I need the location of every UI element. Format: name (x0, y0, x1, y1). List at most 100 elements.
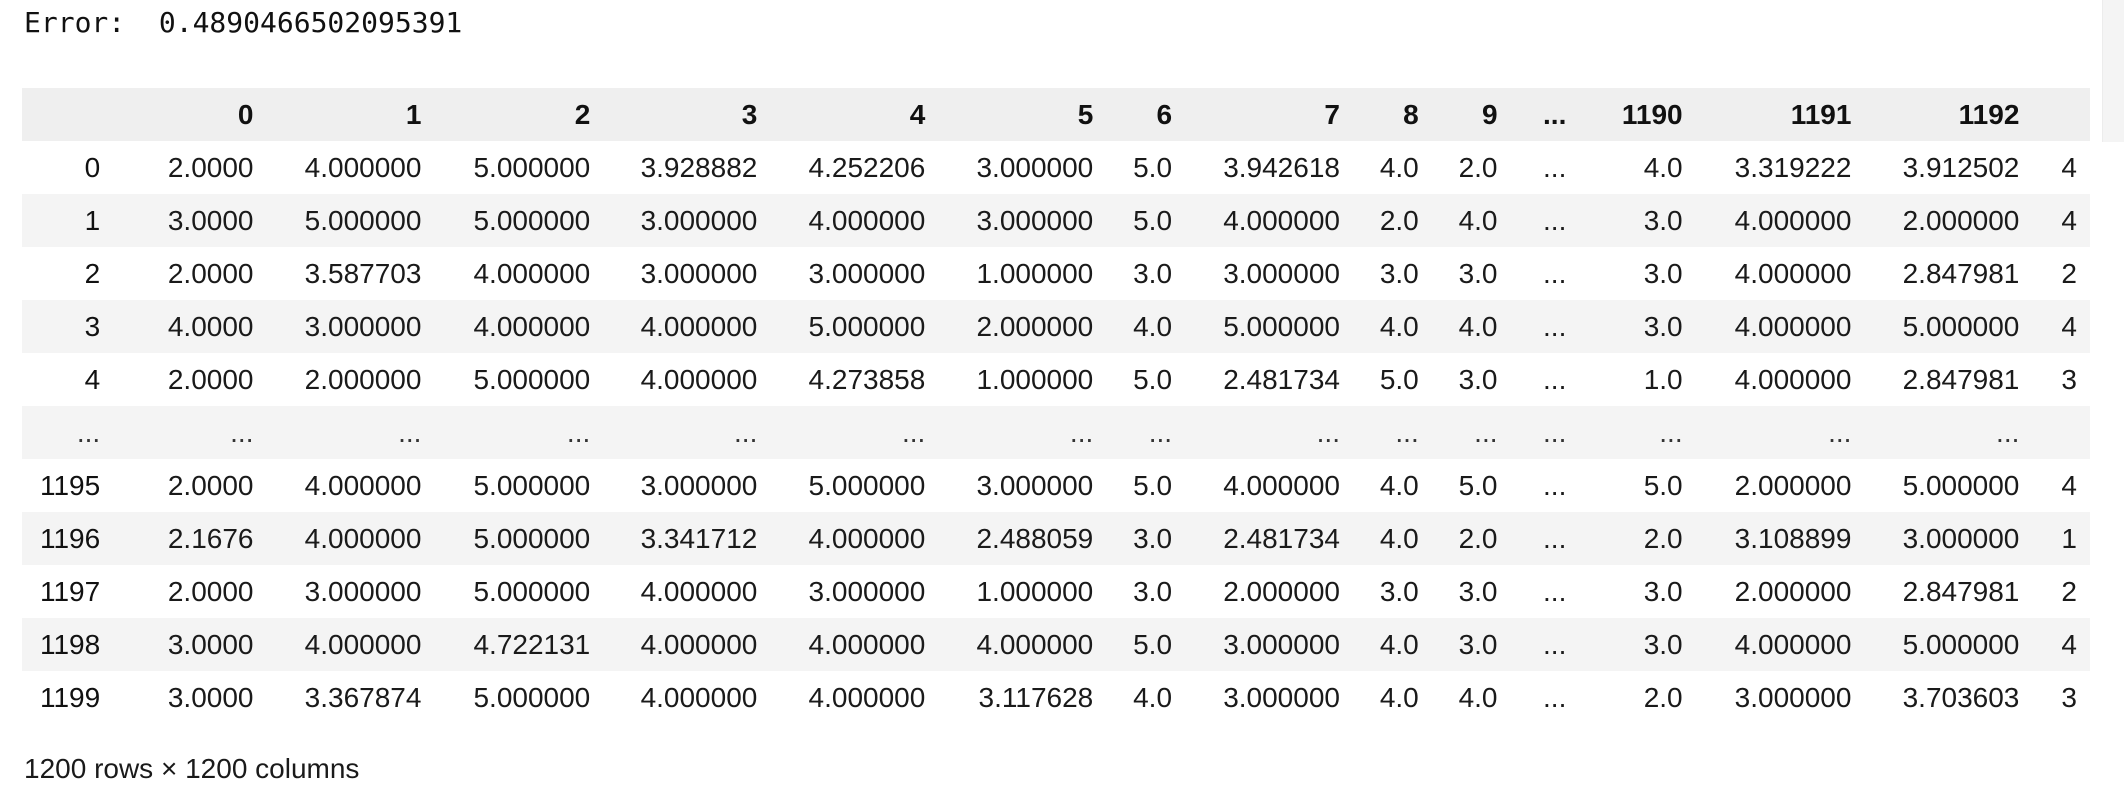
row-index: 1197 (39, 575, 101, 607)
table-cell: 2.0 (1458, 522, 1498, 554)
column-header: 1 (266, 88, 435, 141)
table-cell: 4.000000 (1734, 204, 1852, 236)
table-cell: 3.0 (1643, 257, 1683, 289)
table-cell: 4.000000 (640, 363, 758, 395)
table-cell: ... (1543, 257, 1567, 289)
error-output: Error: 0.4890466502095391 (24, 6, 463, 39)
table-cell: 5.000000 (1223, 310, 1340, 342)
table-cell: 3.587703 (304, 257, 422, 289)
table-cell: ... (1543, 681, 1567, 713)
table-cell: 2.488059 (976, 522, 1094, 554)
table-row: 3 4.0000 3.000000 4.000000 4.000000 5.000000 2… (22, 300, 2090, 353)
table-cell: ... (1828, 416, 1852, 448)
table-cell: ... (398, 416, 422, 448)
table-cell: ... (1395, 416, 1419, 448)
table-cell: 4 (2061, 310, 2077, 342)
table-cell: 2.0000 (167, 363, 254, 395)
table-cell: 1 (2061, 522, 2077, 554)
table-cell: 5.0 (1133, 204, 1173, 236)
table-cell: 1.000000 (976, 257, 1094, 289)
dataframe-container[interactable]: 0 1 2 3 4 5 6 7 8 9 ... 1190 1191 1192 0… (22, 88, 2090, 725)
table-cell: 2.0000 (167, 257, 254, 289)
table-cell: 5.0 (1643, 469, 1683, 501)
table-cell: ... (1543, 416, 1567, 448)
table-cell: 3.0 (1133, 575, 1173, 607)
column-header: 8 (1352, 88, 1432, 141)
table-cell: 3.942618 (1223, 151, 1340, 183)
table-cell: 5.000000 (473, 204, 591, 236)
table-cell: 3.108899 (1734, 522, 1852, 554)
table-cell: 2 (2061, 257, 2077, 289)
table-row: 1195 2.0000 4.000000 5.000000 3.000000 5.0000… (22, 459, 2090, 512)
row-index: 1199 (39, 681, 101, 713)
table-cell: 4.0 (1133, 310, 1173, 342)
table-cell: 3.0 (1458, 575, 1498, 607)
table-cell: 2.000000 (1734, 469, 1852, 501)
table-cell: 4.000000 (304, 151, 422, 183)
table-cell: 4.000000 (1734, 310, 1852, 342)
table-cell: 4.0 (1379, 469, 1419, 501)
table-cell: 3.0000 (167, 204, 254, 236)
table-cell: 3.367874 (304, 681, 422, 713)
table-cell: ... (1474, 416, 1498, 448)
column-header: 1192 (1864, 88, 2033, 141)
dataframe-shape-summary: 1200 rows × 1200 columns (24, 753, 360, 784)
row-index: 0 (84, 151, 101, 183)
table-cell: 3.0 (1643, 310, 1683, 342)
table-cell: 3.0 (1133, 522, 1173, 554)
table-cell: 4.000000 (976, 628, 1094, 660)
table-cell: 4.000000 (808, 628, 926, 660)
table-cell: 3.000000 (1223, 257, 1340, 289)
table-cell: 5.000000 (1902, 310, 2020, 342)
table-cell: 3.703603 (1902, 681, 2020, 713)
table-cell: 3 (2061, 363, 2077, 395)
table-cell: 4 (2061, 204, 2077, 236)
table-cell: 3.000000 (808, 575, 926, 607)
table-cell: ... (1543, 151, 1567, 183)
table-cell: ... (734, 416, 758, 448)
table-cell: 2.000000 (1734, 575, 1852, 607)
table-cell: 3.000000 (640, 257, 758, 289)
column-header: 3 (603, 88, 771, 141)
table-cell: ... (1148, 416, 1173, 448)
table-cell: 3.000000 (304, 310, 422, 342)
table-cell: 1.000000 (976, 575, 1094, 607)
table-cell: 4.273858 (808, 363, 926, 395)
vertical-scrollbar[interactable] (2102, 0, 2124, 142)
column-header: ... (1510, 88, 1580, 141)
table-cell: 2.0 (1379, 204, 1419, 236)
table-cell: ... (1996, 416, 2020, 448)
dataframe-table: 0 1 2 3 4 5 6 7 8 9 ... 1190 1191 1192 0… (22, 88, 2090, 724)
table-cell: ... (1543, 204, 1567, 236)
table-cell: 4.0 (1458, 681, 1498, 713)
row-index: 1195 (39, 469, 101, 501)
table-cell: 3.928882 (640, 151, 758, 183)
table-cell: 5.000000 (473, 151, 591, 183)
table-cell: 2 (2061, 575, 2077, 607)
table-cell: 3.0 (1379, 575, 1419, 607)
table-cell: ... (1316, 416, 1340, 448)
table-cell: 5.000000 (473, 363, 591, 395)
table-cell: 2.1676 (167, 522, 254, 554)
table-cell: 4.000000 (640, 681, 758, 713)
table-row: 4 2.0000 2.000000 5.000000 4.000000 4.273858 1… (22, 353, 2090, 406)
table-cell: ... (901, 416, 926, 448)
table-cell: ... (1543, 522, 1567, 554)
table-cell: 2.481734 (1223, 363, 1340, 395)
table-cell: 5.0 (1133, 151, 1173, 183)
table-cell: 4.000000 (473, 257, 591, 289)
table-cell: 3.000000 (640, 469, 758, 501)
column-header (2032, 88, 2090, 141)
table-cell: 4.0 (1643, 151, 1683, 183)
table-row: 2 2.0000 3.587703 4.000000 3.000000 3.000000 1… (22, 247, 2090, 300)
table-cell: 3.117628 (978, 681, 1094, 713)
table-cell: 5.000000 (808, 310, 926, 342)
table-cell: 2.0000 (167, 575, 254, 607)
table-cell: 4.000000 (473, 310, 591, 342)
table-cell: ... (1659, 416, 1683, 448)
column-header: 1190 (1579, 88, 1696, 141)
table-cell: 4.000000 (808, 522, 926, 554)
row-index: ... (76, 416, 101, 448)
row-index: 4 (84, 363, 101, 395)
table-cell: ... (230, 416, 254, 448)
